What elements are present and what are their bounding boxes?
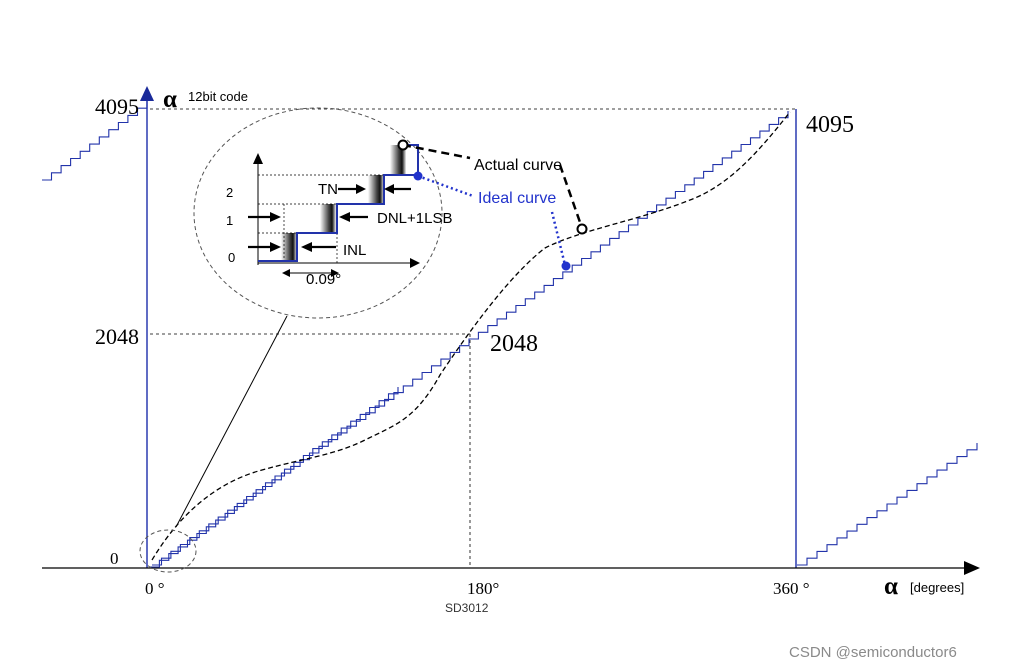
step-width-arrow-right-icon bbox=[331, 269, 339, 277]
x-axis-symbol: α bbox=[884, 573, 898, 600]
origin-zoom-ellipse bbox=[139, 529, 197, 573]
legend-actual: Actual curve bbox=[474, 157, 562, 174]
label-tn: TN bbox=[318, 181, 338, 198]
legend-ideal: Ideal curve bbox=[478, 190, 556, 207]
actual-curve bbox=[151, 111, 791, 561]
ideal-point-inset bbox=[413, 171, 423, 181]
actual-curve-leader bbox=[402, 143, 584, 229]
inset-x-arrow-icon bbox=[410, 258, 420, 268]
inset-detail: 0 1 2 TN DNL+1LSB INL 0.09° bbox=[226, 144, 452, 288]
ideal-curve-leader bbox=[417, 174, 567, 266]
step-width-arrow-left-icon bbox=[282, 269, 290, 277]
ideal-point-main bbox=[561, 261, 571, 271]
zoom-connector-line bbox=[175, 315, 288, 528]
y-axis-unit: 12bit code bbox=[188, 89, 248, 104]
inset-transition-band-2 bbox=[368, 175, 384, 204]
arrowhead-inl-left-icon bbox=[270, 242, 281, 252]
inset-transition-band-0 bbox=[281, 233, 297, 261]
label-code-2048: 2048 bbox=[490, 331, 538, 357]
arrowhead-dnl-left-icon bbox=[270, 212, 281, 222]
arrowhead-tn-icon bbox=[356, 184, 366, 194]
figure-id: SD3012 bbox=[445, 601, 489, 615]
arrowhead-tn-right-icon bbox=[384, 184, 394, 194]
inset-ellipse bbox=[193, 107, 443, 319]
label-inl: INL bbox=[343, 242, 366, 259]
inset-tick-2: 2 bbox=[226, 185, 233, 200]
arrowhead-inl-right-icon bbox=[301, 242, 312, 252]
actual-point-inset bbox=[397, 139, 409, 151]
watermark: CSDN @semiconductor6 bbox=[789, 644, 957, 661]
x-axis-arrow-icon bbox=[964, 561, 980, 575]
ideal-stairs-right-wrap bbox=[797, 443, 978, 566]
inset-tick-1: 1 bbox=[226, 213, 233, 228]
x-tick-360: 360 ° bbox=[773, 579, 810, 598]
inset-tick-0: 0 bbox=[228, 250, 235, 265]
label-step-width: 0.09° bbox=[306, 271, 341, 288]
x-tick-0: 0 ° bbox=[145, 579, 165, 598]
actual-point-main bbox=[576, 223, 588, 235]
y-tick-4095: 4095 bbox=[95, 94, 139, 119]
inset-transition-band-1 bbox=[320, 204, 336, 233]
label-code-4095: 4095 bbox=[806, 112, 854, 138]
x-tick-180: 180° bbox=[467, 579, 499, 598]
y-axis-symbol: α bbox=[163, 86, 177, 113]
ideal-stairs-main bbox=[150, 111, 789, 568]
y-axis-arrow-icon bbox=[140, 86, 154, 101]
y-tick-2048: 2048 bbox=[95, 324, 139, 349]
inset-transition-band-3 bbox=[390, 145, 406, 175]
reference-lines bbox=[150, 108, 795, 568]
arrowhead-dnl-right-icon bbox=[339, 212, 350, 222]
x-axis-unit: [degrees] bbox=[910, 580, 964, 595]
inset-y-arrow-icon bbox=[253, 153, 263, 164]
ideal-stairs-left-wrap bbox=[42, 101, 148, 181]
ideal-stairs-inset-zoom bbox=[152, 387, 399, 566]
inset-ideal-stairs bbox=[258, 144, 419, 262]
ideal-curve-stairs bbox=[42, 101, 978, 568]
label-dnl: DNL+1LSB bbox=[377, 210, 452, 227]
y-tick-0: 0 bbox=[110, 549, 119, 568]
